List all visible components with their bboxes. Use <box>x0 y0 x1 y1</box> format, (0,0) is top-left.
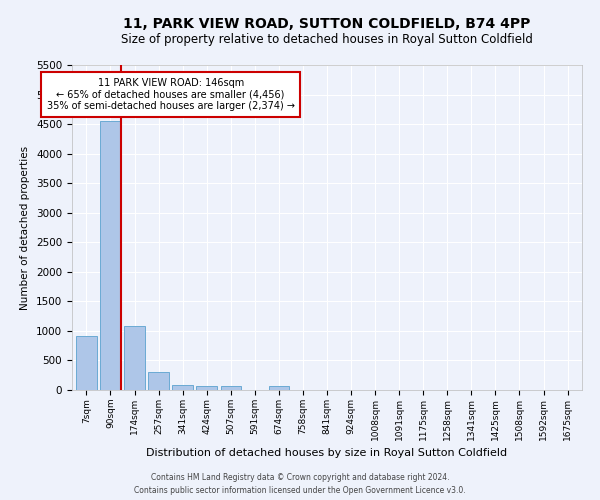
Bar <box>221 386 241 390</box>
Bar <box>124 326 145 390</box>
Bar <box>148 372 169 390</box>
Bar <box>172 386 193 390</box>
Bar <box>269 386 289 390</box>
Text: Contains HM Land Registry data © Crown copyright and database right 2024.
Contai: Contains HM Land Registry data © Crown c… <box>134 474 466 495</box>
Bar <box>196 386 217 390</box>
X-axis label: Distribution of detached houses by size in Royal Sutton Coldfield: Distribution of detached houses by size … <box>146 448 508 458</box>
Text: 11 PARK VIEW ROAD: 146sqm
← 65% of detached houses are smaller (4,456)
35% of se: 11 PARK VIEW ROAD: 146sqm ← 65% of detac… <box>47 78 295 111</box>
Bar <box>100 120 121 390</box>
Text: Size of property relative to detached houses in Royal Sutton Coldfield: Size of property relative to detached ho… <box>121 32 533 46</box>
Text: 11, PARK VIEW ROAD, SUTTON COLDFIELD, B74 4PP: 11, PARK VIEW ROAD, SUTTON COLDFIELD, B7… <box>124 18 530 32</box>
Bar <box>76 336 97 390</box>
Y-axis label: Number of detached properties: Number of detached properties <box>20 146 31 310</box>
